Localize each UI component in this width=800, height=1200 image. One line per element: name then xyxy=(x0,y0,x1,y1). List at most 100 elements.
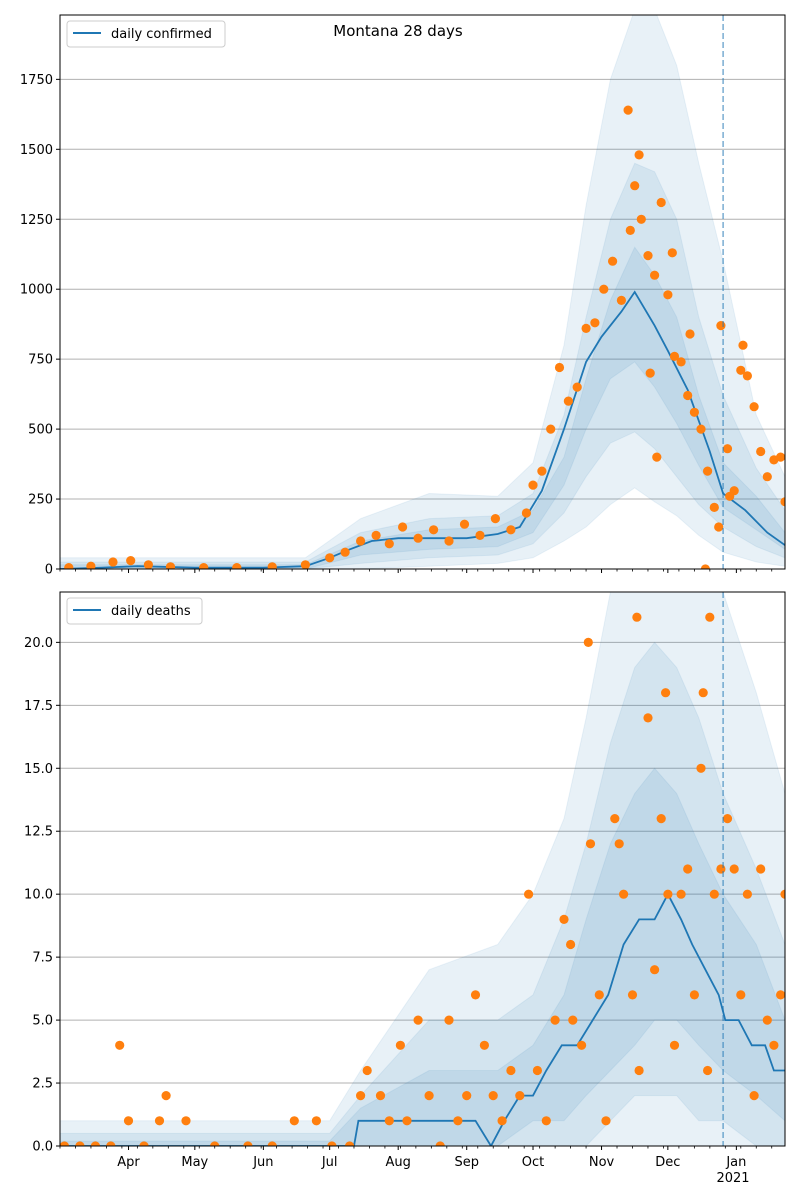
bottom-x-tick-label: Jul xyxy=(321,1155,338,1170)
bottom-data-point xyxy=(780,889,785,899)
top-data-point xyxy=(232,563,242,569)
bottom-axes-frame xyxy=(59,591,786,1147)
bottom-x-tick-label: Nov xyxy=(589,1155,615,1170)
top-x-minor-ticks xyxy=(59,569,773,573)
bottom-data-point xyxy=(413,1015,423,1025)
top-data-point xyxy=(537,466,547,476)
top-y-tick-label: 1750 xyxy=(20,73,53,88)
bottom-data-point xyxy=(435,1141,445,1146)
top-y-tick-label: 1250 xyxy=(20,213,53,228)
top-data-point xyxy=(636,214,646,224)
top-data-point xyxy=(554,362,565,373)
top-data-point xyxy=(738,340,748,350)
top-data-point xyxy=(623,105,633,115)
top-data-point xyxy=(528,480,538,490)
top-data-point xyxy=(742,371,753,381)
top-data-point xyxy=(572,382,582,392)
bottom-band-middle xyxy=(60,641,785,1146)
bottom-data-point xyxy=(139,1141,149,1146)
top-data-point xyxy=(444,536,454,546)
top-data-point xyxy=(722,444,733,454)
bottom-data-point xyxy=(577,1040,587,1050)
bottom-data-point xyxy=(362,1065,372,1076)
bottom-data-point xyxy=(506,1065,516,1076)
bottom-data-point xyxy=(210,1141,220,1146)
top-data-point xyxy=(630,181,640,191)
top-legend: daily confirmed xyxy=(66,20,226,48)
top-y-tick-label: 1500 xyxy=(20,143,53,158)
bottom-data-point xyxy=(669,1040,680,1050)
bottom-y-tick-label: 0.0 xyxy=(32,1140,53,1155)
top-data-point xyxy=(643,251,653,261)
bottom-data-point xyxy=(395,1040,405,1050)
bottom-data-point xyxy=(585,839,596,849)
bottom-data-point xyxy=(769,1040,779,1050)
bottom-data-point xyxy=(327,1141,337,1146)
top-data-point xyxy=(126,556,136,566)
top-data-point xyxy=(709,502,719,512)
bottom-data-point xyxy=(550,1015,560,1025)
bottom-y-tick-label: 10.0 xyxy=(24,888,53,903)
top-data-point xyxy=(398,522,408,532)
top-legend-box xyxy=(66,20,226,48)
top-data-point xyxy=(521,508,532,518)
top-data-point xyxy=(616,295,627,305)
top-data-point xyxy=(546,424,556,434)
bottom-data-point xyxy=(345,1141,355,1146)
top-data-point xyxy=(685,329,695,339)
top-data-point xyxy=(459,519,470,529)
top-data-point xyxy=(413,533,423,543)
bottom-data-point xyxy=(524,889,534,899)
top-data-point xyxy=(590,318,600,328)
bottom-x-tick-label: Apr xyxy=(117,1155,140,1170)
top-y-tick-label: 500 xyxy=(28,423,53,438)
bottom-data-point xyxy=(90,1141,100,1146)
top-data-point xyxy=(599,284,609,294)
top-data-point xyxy=(663,290,673,300)
top-data-point xyxy=(384,539,394,549)
top-data-point xyxy=(714,522,724,532)
top-data-point xyxy=(736,365,746,375)
top-data-point xyxy=(340,547,350,557)
bottom-data-point xyxy=(267,1141,277,1146)
bottom-data-point xyxy=(356,1091,366,1101)
top-y-tick-label: 750 xyxy=(28,353,53,368)
bottom-line-series xyxy=(60,892,785,1146)
bottom-data-point xyxy=(663,889,673,899)
top-data-point xyxy=(371,530,381,541)
top-data-point xyxy=(581,323,591,333)
bottom-data-point xyxy=(610,814,620,824)
bottom-x-tick-label: Jan xyxy=(725,1155,746,1170)
top-axes-frame xyxy=(59,14,786,570)
top-legend-label: daily confirmed xyxy=(111,27,212,42)
bottom-data-point xyxy=(384,1116,394,1126)
bottom-data-point xyxy=(154,1116,165,1126)
top-band-outer xyxy=(60,15,785,569)
top-data-point xyxy=(650,270,660,280)
bottom-data-point xyxy=(619,889,629,899)
bottom-data-point xyxy=(444,1015,454,1025)
bottom-data-point xyxy=(742,889,753,899)
top-data-point xyxy=(300,560,310,569)
bottom-band-inner xyxy=(60,767,785,1146)
bottom-data-point xyxy=(689,990,700,1000)
bottom-series-line xyxy=(60,892,785,1146)
bottom-data-point xyxy=(749,1091,759,1101)
top-data-point xyxy=(645,368,655,378)
bottom-y-tick-label: 15.0 xyxy=(24,762,53,777)
bottom-x-tick-label: Dec xyxy=(655,1155,680,1170)
bottom-y-tick-label: 12.5 xyxy=(24,825,53,840)
top-data-point xyxy=(676,357,686,367)
top-band-inner xyxy=(60,246,785,569)
bottom-x-tick-label: May xyxy=(181,1155,208,1170)
bottom-data-point xyxy=(698,688,708,698)
bottom-y-tick-label: 7.5 xyxy=(32,951,53,966)
top-data-point xyxy=(506,525,516,535)
bottom-y-tick-label: 20.0 xyxy=(24,636,53,651)
top-data-point xyxy=(356,536,366,546)
top-data-point xyxy=(634,150,644,160)
bottom-data-point xyxy=(643,713,653,723)
bottom-data-point xyxy=(479,1040,489,1050)
bottom-data-point xyxy=(656,814,666,824)
bottom-data-point xyxy=(115,1040,125,1050)
